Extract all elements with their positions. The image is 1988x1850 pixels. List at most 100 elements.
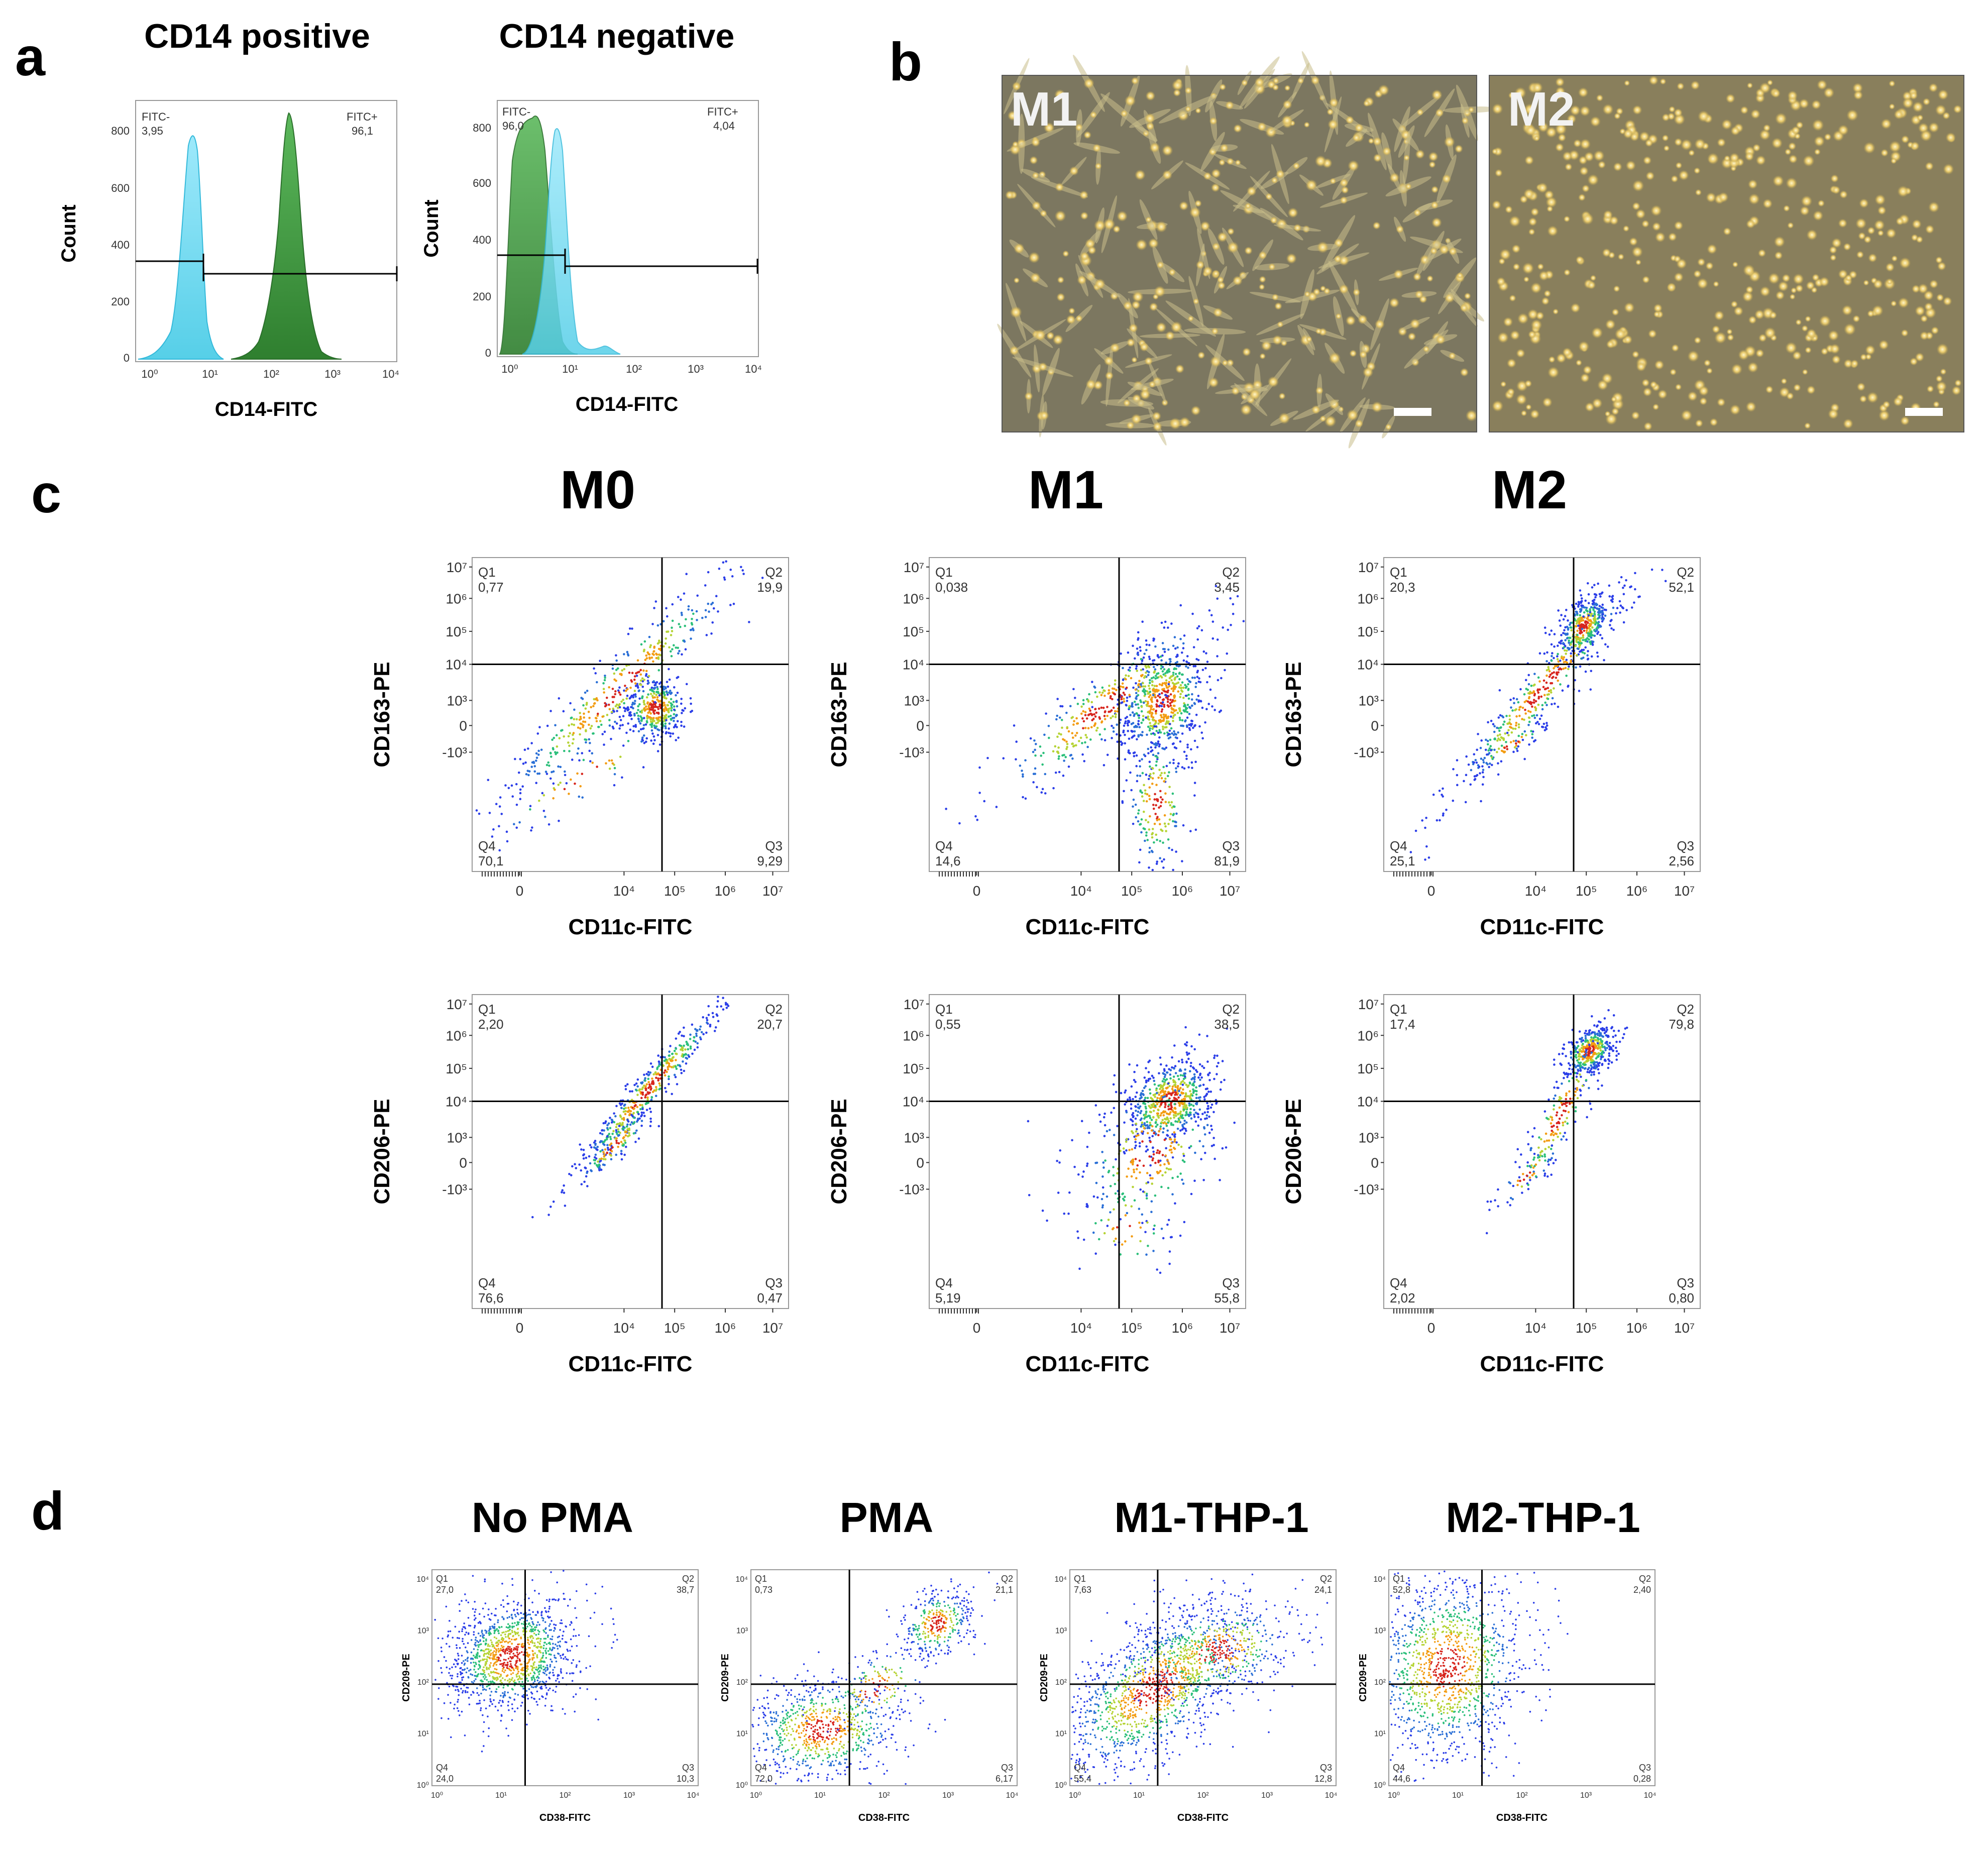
point: [675, 694, 677, 697]
cell: [1267, 376, 1279, 388]
point: [1557, 679, 1560, 682]
cell: [1714, 310, 1724, 321]
cell: [1617, 253, 1624, 260]
cell: [1786, 392, 1794, 400]
point: [664, 642, 667, 645]
point: [668, 1075, 670, 1078]
ylabel: CD163-PE: [370, 662, 394, 767]
cell: [1889, 103, 1895, 110]
point: [1489, 762, 1491, 765]
point: [1165, 726, 1168, 728]
point: [707, 602, 710, 605]
point: [678, 623, 681, 625]
point: [641, 1104, 643, 1107]
point: [1537, 697, 1540, 700]
point: [1054, 771, 1057, 774]
point: [1115, 713, 1117, 716]
cell: [1801, 324, 1809, 332]
point: [596, 1148, 599, 1151]
cell: [1368, 138, 1375, 144]
point: [673, 713, 676, 716]
cell: [1771, 88, 1781, 98]
cell: [1505, 205, 1513, 213]
point: [590, 725, 593, 727]
point: [641, 1088, 643, 1091]
cell: [1951, 386, 1961, 396]
hist-pos-left-value: 3,95: [142, 125, 163, 137]
point: [609, 1138, 612, 1140]
point: [1208, 609, 1211, 612]
point: [1082, 720, 1085, 723]
point: [1167, 838, 1170, 841]
q1-value: 20,3: [1390, 580, 1415, 595]
point: [1121, 696, 1123, 698]
point: [1169, 1117, 1172, 1120]
point: [1591, 634, 1594, 637]
point: [1561, 689, 1564, 692]
point: [634, 1104, 637, 1107]
point: [536, 732, 539, 735]
point: [620, 1107, 623, 1110]
point: [1550, 689, 1553, 692]
point: [1203, 1151, 1206, 1154]
cell: [1879, 340, 1889, 350]
point: [1114, 679, 1117, 682]
cell: [1155, 221, 1167, 233]
point: [1521, 738, 1524, 741]
cell: [1662, 134, 1669, 142]
point: [1599, 625, 1602, 628]
point: [1149, 1106, 1152, 1109]
cell: [1542, 397, 1553, 407]
point: [586, 1171, 588, 1174]
point: [1162, 841, 1164, 844]
point: [1150, 732, 1153, 735]
point: [653, 712, 656, 715]
point: [654, 1071, 657, 1074]
cell: [1860, 353, 1867, 361]
cell: [1378, 84, 1389, 96]
point: [1151, 777, 1154, 780]
point: [517, 771, 520, 774]
cell: [1161, 399, 1169, 406]
cell: [1641, 378, 1650, 387]
point: [611, 725, 614, 728]
point: [1223, 1078, 1226, 1081]
point: [1579, 640, 1582, 642]
point: [1580, 601, 1583, 604]
cell: [1746, 219, 1755, 229]
point: [1075, 717, 1078, 720]
point: [1192, 1090, 1195, 1093]
point: [715, 595, 718, 598]
point: [1116, 733, 1118, 736]
point: [1154, 793, 1156, 796]
cell: [1801, 195, 1813, 207]
cell: [1211, 327, 1219, 335]
cell: [1940, 368, 1947, 375]
cell: [1270, 216, 1278, 225]
cell: [1677, 82, 1685, 90]
cell: [1811, 99, 1821, 110]
point: [583, 712, 585, 715]
point: [538, 772, 541, 775]
cell: [1541, 297, 1550, 305]
point: [597, 725, 600, 728]
cell: [1009, 346, 1020, 356]
point: [1582, 638, 1585, 641]
point: [699, 1036, 702, 1039]
point: [1484, 748, 1487, 751]
point: [625, 731, 628, 734]
cell: [1057, 276, 1065, 284]
point: [1520, 735, 1523, 738]
point: [1193, 1116, 1196, 1118]
point: [1168, 771, 1170, 774]
point: [1103, 1112, 1106, 1115]
cell: [1123, 301, 1133, 310]
point: [633, 690, 636, 692]
point: [602, 1122, 605, 1125]
point: [1139, 775, 1142, 777]
point: [579, 712, 581, 714]
point: [1509, 698, 1512, 701]
point: [1141, 731, 1144, 733]
point: [686, 1057, 689, 1060]
point: [1550, 629, 1553, 632]
